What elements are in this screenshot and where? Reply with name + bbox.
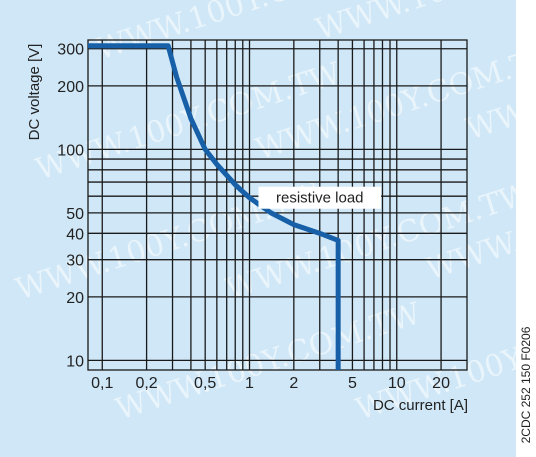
y-tick-label: 10 <box>66 353 84 370</box>
y-axis-label: DC voltage [V] <box>26 44 43 141</box>
x-tick-label: 0,1 <box>91 375 113 392</box>
y-tick-labels: 10 20 30 40 50 100 200 300 <box>57 42 84 371</box>
annotation-text: resistive load <box>276 190 364 207</box>
series-line <box>88 43 341 370</box>
y-tick-label: 20 <box>66 290 84 307</box>
x-tick-label: 20 <box>432 375 450 392</box>
y-tick-label: 300 <box>57 42 84 59</box>
x-tick-label: 2 <box>289 375 298 392</box>
x-tick-label: 10 <box>388 375 406 392</box>
x-tick-label: 0,5 <box>194 375 216 392</box>
annotation-box <box>258 186 382 209</box>
x-tick-label: 0,2 <box>135 375 157 392</box>
x-tick-label: 5 <box>348 375 357 392</box>
x-tick-labels: 0,1 0,2 0,5 1 2 5 10 20 <box>91 375 450 392</box>
chart-grid <box>87 39 468 371</box>
y-tick-label: 40 <box>66 226 84 243</box>
y-tick-label: 30 <box>66 253 84 270</box>
figure-code-label: 2CDC 252 150 F0206 <box>519 326 533 443</box>
x-tick-label: 1 <box>245 375 254 392</box>
plot-frame <box>87 39 468 371</box>
chart-panel-background <box>0 0 516 457</box>
y-tick-label: 100 <box>57 142 84 159</box>
y-tick-label: 200 <box>57 79 84 96</box>
annotation-group: resistive load <box>258 186 382 209</box>
curve-layer <box>88 43 341 370</box>
x-axis-label: DC current [A] <box>373 397 468 414</box>
y-tick-label: 50 <box>66 206 84 223</box>
